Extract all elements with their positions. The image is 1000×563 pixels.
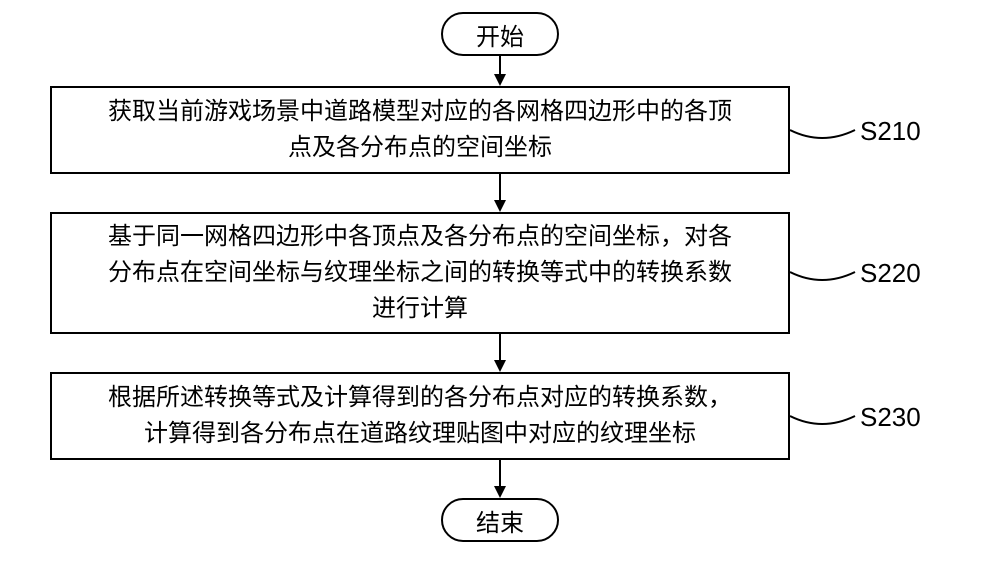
process-step3: 根据所述转换等式及计算得到的各分布点对应的转换系数， 计算得到各分布点在道路纹理… xyxy=(50,372,790,460)
process-step1: 获取当前游戏场景中道路模型对应的各网格四边形中的各顶 点及各分布点的空间坐标 xyxy=(50,86,790,174)
arrow-start-step1 xyxy=(492,56,508,86)
step3-text: 根据所述转换等式及计算得到的各分布点对应的转换系数， 计算得到各分布点在道路纹理… xyxy=(108,380,732,452)
flowchart-container: 开始 获取当前游戏场景中道路模型对应的各网格四边形中的各顶 点及各分布点的空间坐… xyxy=(0,0,1000,563)
start-terminal: 开始 xyxy=(441,12,559,56)
label-s220: S220 xyxy=(860,258,921,289)
arrow-step2-step3 xyxy=(492,334,508,372)
connector-step3 xyxy=(790,406,860,436)
arrow-step3-end xyxy=(492,460,508,498)
step1-text: 获取当前游戏场景中道路模型对应的各网格四边形中的各顶 点及各分布点的空间坐标 xyxy=(108,94,732,166)
process-step2: 基于同一网格四边形中各顶点及各分布点的空间坐标，对各 分布点在空间坐标与纹理坐标… xyxy=(50,212,790,334)
arrow-step1-step2 xyxy=(492,174,508,212)
step2-text: 基于同一网格四边形中各顶点及各分布点的空间坐标，对各 分布点在空间坐标与纹理坐标… xyxy=(108,219,732,327)
connector-step2 xyxy=(790,262,860,292)
end-text: 结束 xyxy=(476,503,524,538)
label-s230: S230 xyxy=(860,402,921,433)
label-s210: S210 xyxy=(860,116,921,147)
connector-step1 xyxy=(790,120,860,150)
end-terminal: 结束 xyxy=(441,498,559,542)
start-text: 开始 xyxy=(476,17,524,52)
